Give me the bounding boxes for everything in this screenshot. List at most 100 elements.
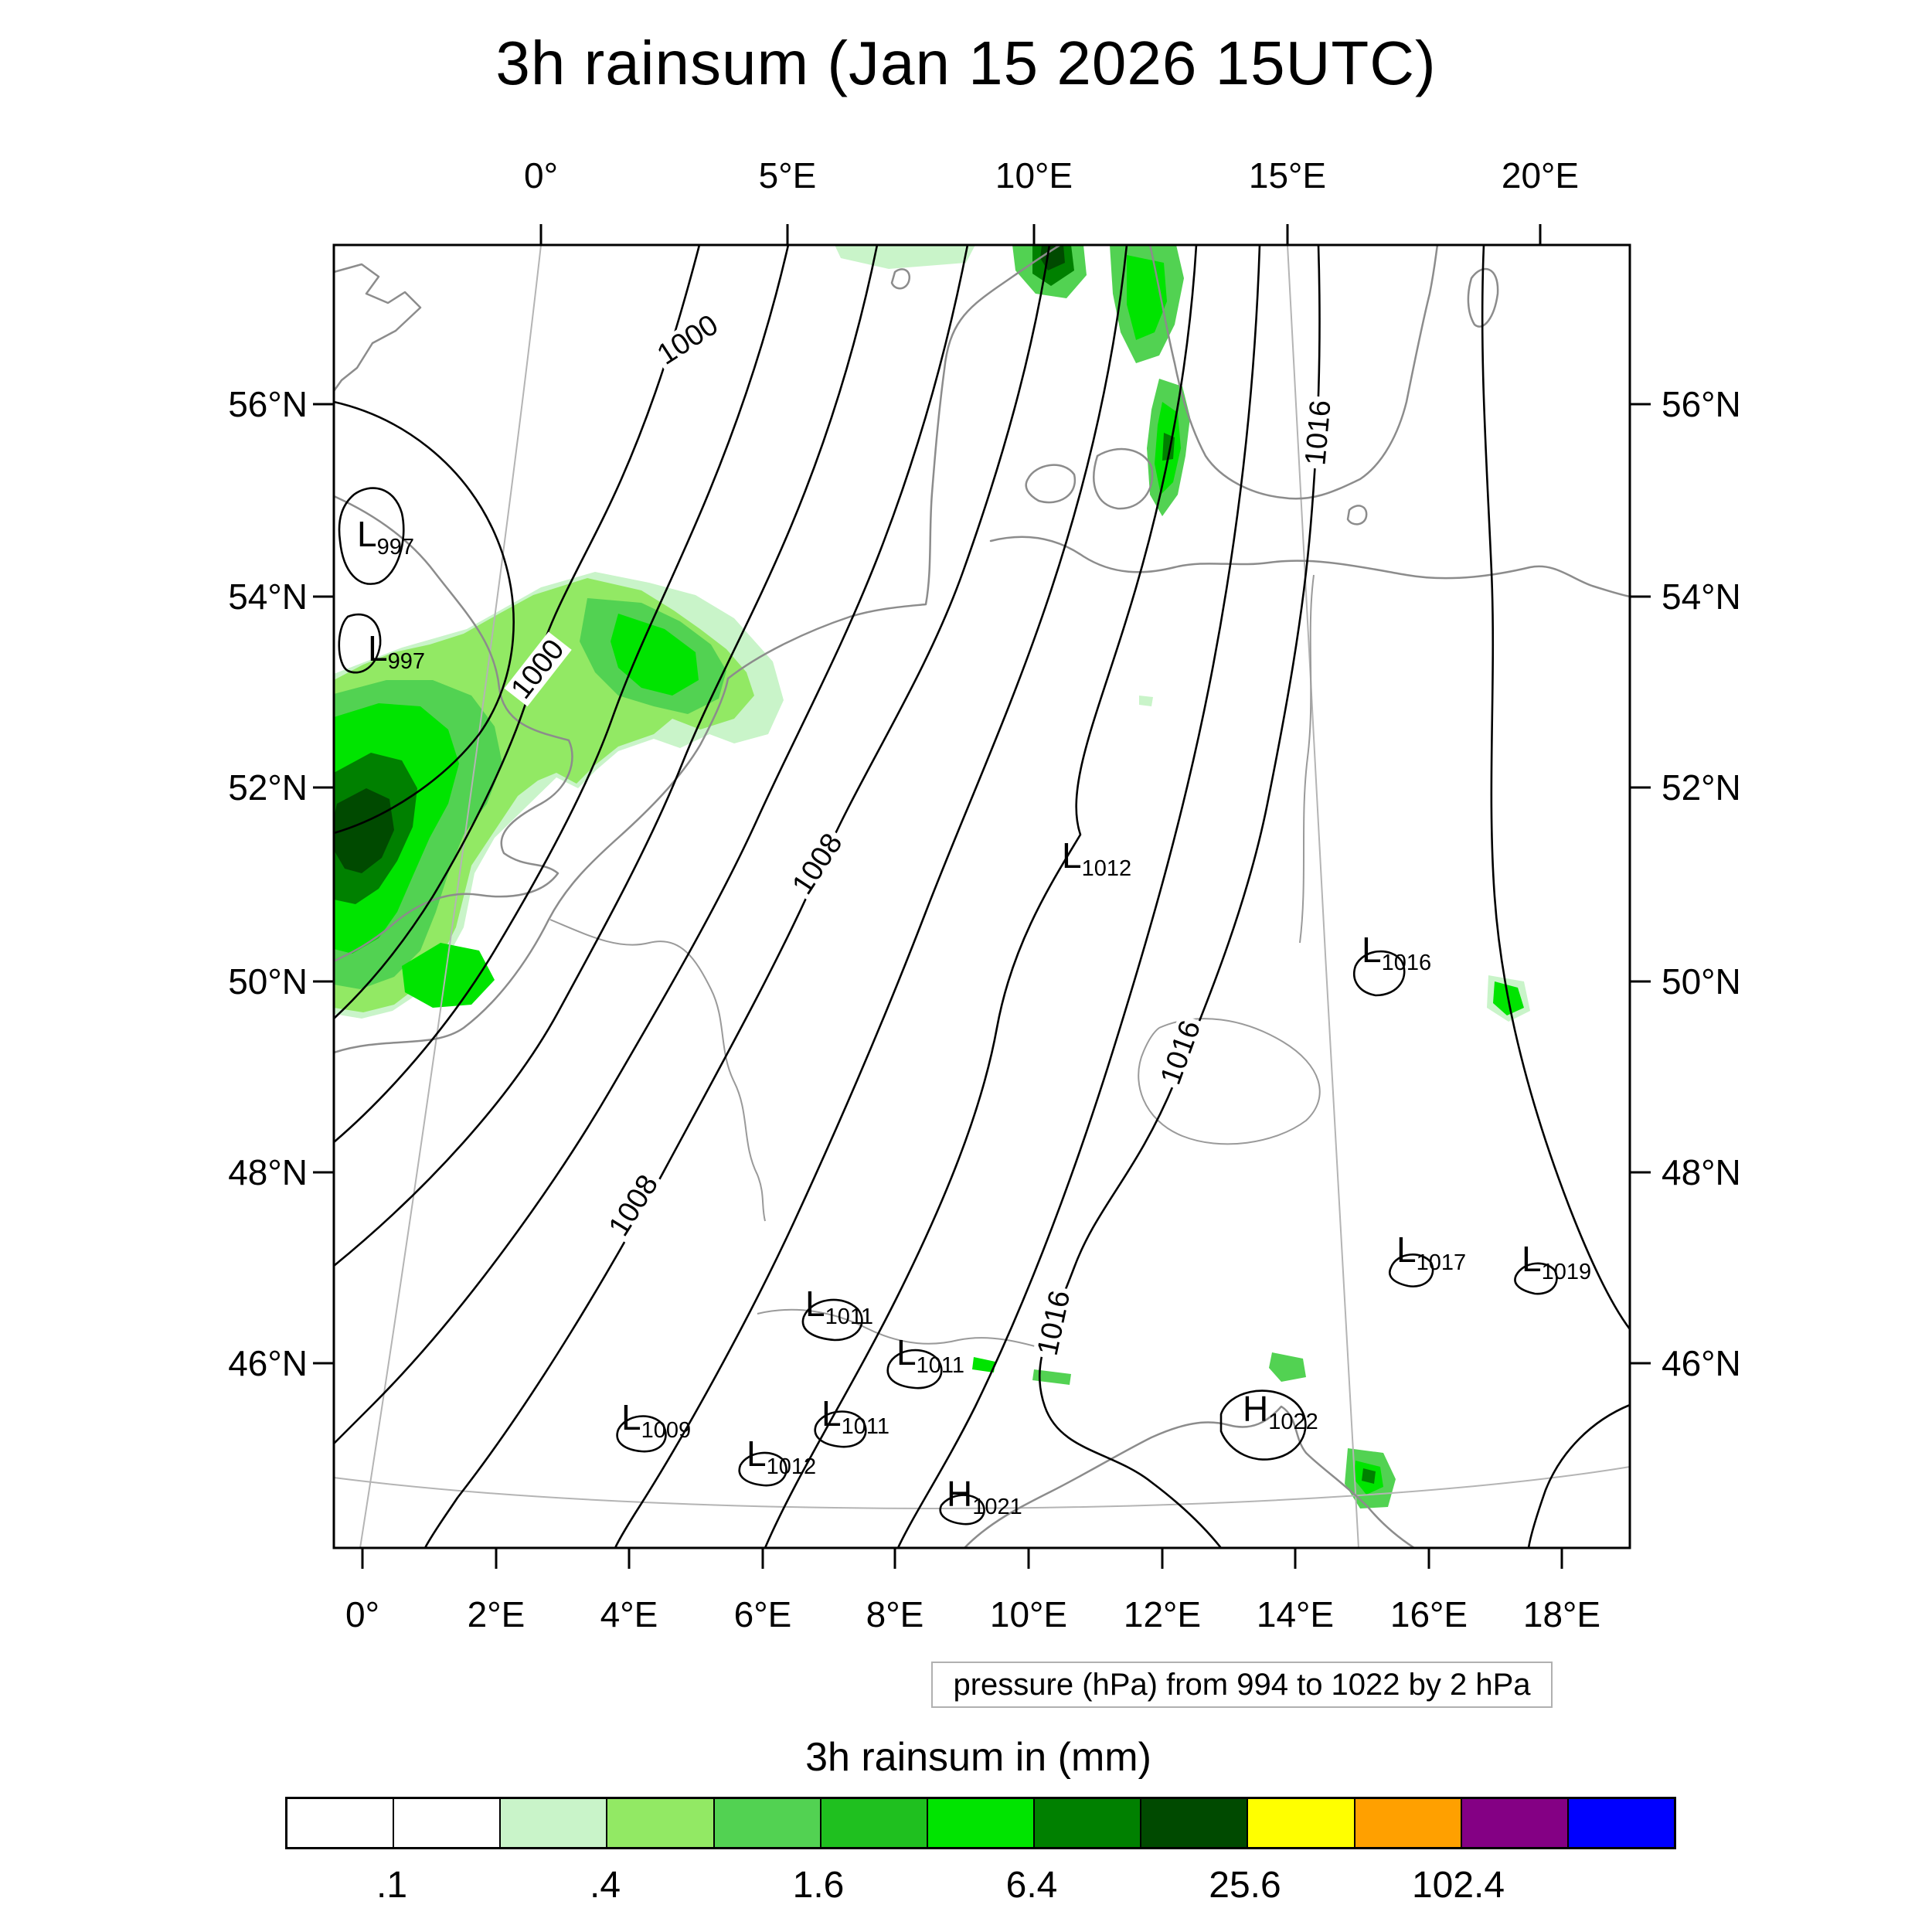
isobar-closed-high <box>939 1494 985 1526</box>
isobar-closed-low <box>616 1415 667 1453</box>
colorbar-tick-label: 6.4 <box>1005 1865 1058 1906</box>
axis-label-bottom: 6°E <box>733 1594 792 1634</box>
axis-label-left: 52°N <box>228 767 308 808</box>
system-letter: L <box>1396 1230 1417 1270</box>
pressure-system-marker: L1011 <box>805 1286 873 1328</box>
axis-label-top: 0° <box>524 155 558 196</box>
rain-patch <box>835 245 975 269</box>
isobar-1012 <box>764 243 1198 1549</box>
system-letter: L <box>805 1284 825 1324</box>
rain-patch <box>1032 1369 1071 1385</box>
colorbar-tick-label: .4 <box>589 1865 621 1906</box>
axis-label-bottom: 4°E <box>600 1594 658 1634</box>
pressure-system-marker: L1017 <box>1396 1232 1466 1274</box>
system-value: 1011 <box>841 1414 889 1439</box>
isobar-1008 <box>423 243 1051 1549</box>
axis-label-bottom: 12°E <box>1123 1594 1202 1634</box>
border-alps <box>757 1308 1052 1352</box>
colorbar-cell <box>714 1799 821 1847</box>
isobar-1018 <box>1481 243 1631 1331</box>
isobar-996 <box>338 613 382 674</box>
system-letter: L <box>1062 835 1082 876</box>
isobars <box>332 243 1631 1549</box>
coastline-sweden <box>1148 243 1439 500</box>
colorbar-title: 3h rainsum in (mm) <box>805 1735 1151 1780</box>
system-value: 1011 <box>825 1304 873 1329</box>
isobar-label: 1016 <box>1299 396 1338 470</box>
system-value: 1009 <box>641 1418 692 1443</box>
colorbar-cell <box>1568 1799 1675 1847</box>
axis-label-bottom: 2°E <box>467 1594 526 1634</box>
rain-patch <box>1362 1468 1376 1484</box>
pressure-system-marker: L997 <box>357 516 414 559</box>
border-oder <box>1299 574 1315 944</box>
pressure-system-marker: L1011 <box>896 1335 964 1377</box>
colorbar-cell <box>927 1799 1036 1847</box>
colorbar-cell <box>1141 1799 1249 1847</box>
system-value: 997 <box>376 535 414 560</box>
colorbar-cell <box>1248 1799 1355 1847</box>
rain-patch <box>334 788 394 873</box>
colorbar-tick-label: 25.6 <box>1209 1865 1281 1906</box>
system-value: 1017 <box>1416 1250 1467 1275</box>
colorbar-cell <box>1355 1799 1462 1847</box>
system-letter: L <box>747 1434 767 1474</box>
axis-label-right: 50°N <box>1662 961 1741 1002</box>
system-letter: L <box>1362 930 1382 970</box>
system-letter: L <box>621 1397 641 1437</box>
border-czech <box>1138 1018 1321 1145</box>
pressure-system-marker: L1012 <box>1062 838 1131 880</box>
isobar-1010 <box>614 243 1128 1549</box>
page-title: 3h rainsum (Jan 15 2026 15UTC) <box>495 29 1437 97</box>
axis-label-right: 56°N <box>1662 384 1741 424</box>
isobar-996 <box>338 487 405 585</box>
rain-shading <box>334 245 1530 1509</box>
pressure-system-marker: L1011 <box>821 1396 889 1438</box>
isobar-closed-low <box>801 1298 863 1342</box>
meridian-15E <box>1287 244 1359 1549</box>
system-letter: L <box>357 514 377 554</box>
island-fyn <box>1025 464 1077 504</box>
pressure-system-marker: H1022 <box>1243 1391 1318 1434</box>
axis-label-top: 15°E <box>1248 155 1327 196</box>
coastline-northsea <box>332 243 1062 1054</box>
colorbar <box>285 1797 1676 1849</box>
graticule <box>333 244 1631 1549</box>
map-frame <box>313 224 1651 1569</box>
isobar-closed-low <box>1514 1262 1558 1295</box>
colorbar-cell <box>394 1799 502 1847</box>
system-value: 997 <box>387 649 425 674</box>
colorbar-cell <box>1035 1799 1142 1847</box>
axis-label-bottom: 8°E <box>866 1594 924 1634</box>
system-letter: L <box>1522 1239 1542 1279</box>
axis-label-left: 54°N <box>228 577 308 617</box>
coastline-scotland <box>332 263 422 393</box>
axis-label-top: 10°E <box>995 155 1073 196</box>
coastline-baltic <box>989 536 1631 598</box>
axis-label-left: 56°N <box>228 384 308 424</box>
pressure-system-marker: L997 <box>368 631 425 673</box>
island-zealand <box>1093 447 1154 510</box>
axis-label-top: 5°E <box>758 155 817 196</box>
isobar-1002 <box>332 243 790 1144</box>
island-gotland <box>1467 267 1499 328</box>
coastline-england <box>332 495 573 963</box>
pressure-system-marker: L1016 <box>1362 932 1431 975</box>
parallel-45N <box>333 1466 1631 1509</box>
colorbar-cells <box>287 1799 1675 1847</box>
system-letter: H <box>1243 1389 1269 1429</box>
colorbar-cell <box>821 1799 928 1847</box>
colorbar-cell <box>287 1799 395 1847</box>
axis-ticks <box>313 224 1651 1569</box>
system-value: 1022 <box>1268 1410 1318 1434</box>
isobar-1022 <box>1219 1389 1307 1461</box>
coastline-adriatic <box>963 1405 1416 1549</box>
pressure-system-marker: L1019 <box>1522 1241 1591 1284</box>
colorbar-cell <box>501 1799 608 1847</box>
axis-label-right: 46°N <box>1662 1343 1741 1383</box>
colorbar-cell <box>607 1799 715 1847</box>
pressure-system-marker: L1009 <box>621 1400 691 1442</box>
rain-patch <box>972 1357 995 1372</box>
isobar-1006 <box>332 243 969 1445</box>
